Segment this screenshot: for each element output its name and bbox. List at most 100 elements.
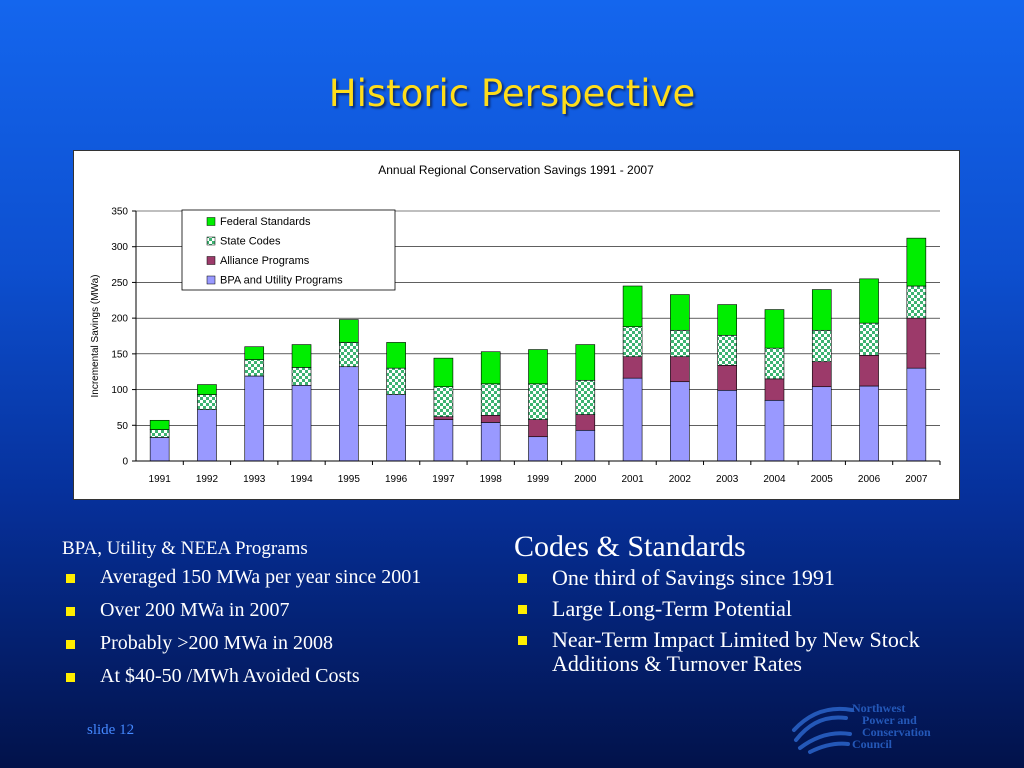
bar-segment (811, 329, 832, 363)
bar-segment (244, 375, 265, 462)
axes: 0 50 100 150 200 250 300 350 1991 1992 1993 1994 199… (111, 207, 941, 485)
bar-segment (811, 361, 832, 388)
swirl-logo-icon (792, 706, 854, 754)
stacked-bar-chart: Annual Regional Conservation Savings 199… (90, 163, 941, 485)
list-item-text: Probably >200 MWa in 2008 (100, 632, 333, 654)
bar-segment (528, 349, 548, 385)
x-tick-label: 2004 (763, 474, 786, 485)
list-item: Large Long-Term Potential (514, 597, 954, 621)
bar-segment (244, 359, 265, 377)
y-tick-label: 0 (122, 457, 128, 468)
bar-segment (575, 344, 596, 381)
bar-segment (480, 422, 501, 462)
bar-segment (197, 384, 217, 395)
bar-segment (670, 356, 690, 383)
list-item-text: Over 200 MWa in 2007 (100, 599, 290, 621)
bar-segment (764, 309, 785, 349)
x-tick-label: 1998 (480, 474, 503, 485)
list-item: Over 200 MWa in 2007 (62, 599, 492, 621)
legend-swatch (206, 256, 216, 265)
x-tick-label: 2003 (716, 474, 739, 485)
right-bullet-list: One third of Savings since 1991 Large Lo… (514, 566, 954, 676)
list-item: Averaged 150 MWa per year since 2001 (62, 566, 492, 588)
legend: Federal Standards State Codes Alliance Pro… (181, 209, 396, 291)
bar-segment (291, 384, 312, 462)
x-tick-label: 1994 (290, 474, 313, 485)
x-tick-label: 1992 (196, 474, 219, 485)
bar-segment (339, 319, 359, 343)
y-tick-label: 150 (111, 349, 128, 360)
bar-segment (339, 366, 359, 462)
bar-segment (670, 381, 690, 462)
legend-swatch (206, 217, 216, 226)
bars (149, 237, 927, 462)
x-tick-label: 2002 (669, 474, 692, 485)
list-item-text: At $40-50 /MWh Avoided Costs (100, 665, 360, 687)
x-tick-label: 1996 (385, 474, 408, 485)
bar-segment (859, 278, 879, 324)
bar-segment (528, 436, 548, 462)
bar-segment (197, 394, 217, 410)
bar-segment (386, 394, 406, 462)
bar-segment (906, 367, 927, 462)
bar-segment (480, 383, 501, 416)
y-tick-label: 200 (111, 314, 128, 325)
legend-label: State Codes (220, 236, 281, 248)
square-bullet-icon (66, 673, 75, 682)
bar-segment (764, 399, 785, 462)
bar-segment (433, 419, 454, 462)
square-bullet-icon (66, 574, 75, 583)
bar-segment (717, 334, 737, 366)
x-tick-label: 2007 (905, 474, 928, 485)
left-heading: BPA, Utility & NEEA Programs (62, 538, 308, 559)
bar-segment (244, 346, 265, 360)
y-tick-label: 100 (111, 385, 128, 396)
bar-segment (433, 416, 454, 420)
x-tick-label: 1991 (149, 474, 172, 485)
bar-segment (197, 409, 217, 462)
x-tick-label: 2001 (621, 474, 644, 485)
y-tick-label: 350 (111, 207, 128, 218)
bar-segment (575, 379, 596, 415)
logo-line: Power and (862, 713, 917, 727)
bar-segment (528, 383, 548, 420)
bar-segment (433, 386, 454, 418)
list-item: One third of Savings since 1991 (514, 566, 954, 590)
bar-segment (811, 289, 832, 331)
list-item-text: Averaged 150 MWa per year since 2001 (100, 566, 422, 588)
y-tick-label: 250 (111, 278, 128, 289)
bar-segment (670, 294, 690, 331)
logo-line: Northwest (852, 701, 906, 715)
bar-segment (764, 378, 785, 401)
x-tick-label: 1995 (338, 474, 361, 485)
bar-segment (906, 237, 927, 287)
bar-segment (717, 364, 737, 391)
logo-line: Conservation (862, 725, 931, 739)
legend-box (181, 209, 396, 291)
square-bullet-icon (66, 607, 75, 616)
bar-segment (622, 377, 643, 462)
bar-segment (386, 342, 406, 369)
legend-swatch (206, 236, 216, 246)
logo-line: Council (852, 737, 893, 751)
square-bullet-icon (518, 574, 527, 583)
logo-text: Northwest Power and Conservation Council (852, 702, 931, 750)
bar-segment (906, 285, 927, 319)
x-tick-label: 2006 (858, 474, 881, 485)
y-tick-label: 50 (117, 421, 129, 432)
slide-number: slide 12 (87, 722, 135, 738)
list-item: Near-Term Impact Limited by New Stock Ad… (514, 628, 954, 676)
legend-label: Federal Standards (220, 216, 311, 228)
bar-segment (433, 357, 454, 388)
square-bullet-icon (66, 640, 75, 649)
bar-segment (670, 329, 690, 358)
x-tick-label: 1997 (432, 474, 455, 485)
right-panel: Codes & Standards One third of Savings s… (514, 530, 954, 683)
chart-title: Annual Regional Conservation Savings 199… (378, 163, 654, 177)
square-bullet-icon (518, 605, 527, 614)
list-item-text: Near-Term Impact Limited by New Stock Ad… (552, 627, 920, 676)
bar-segment (291, 367, 312, 386)
bar-segment (764, 347, 785, 380)
bar-segment (480, 414, 501, 423)
bar-segment (622, 356, 643, 379)
